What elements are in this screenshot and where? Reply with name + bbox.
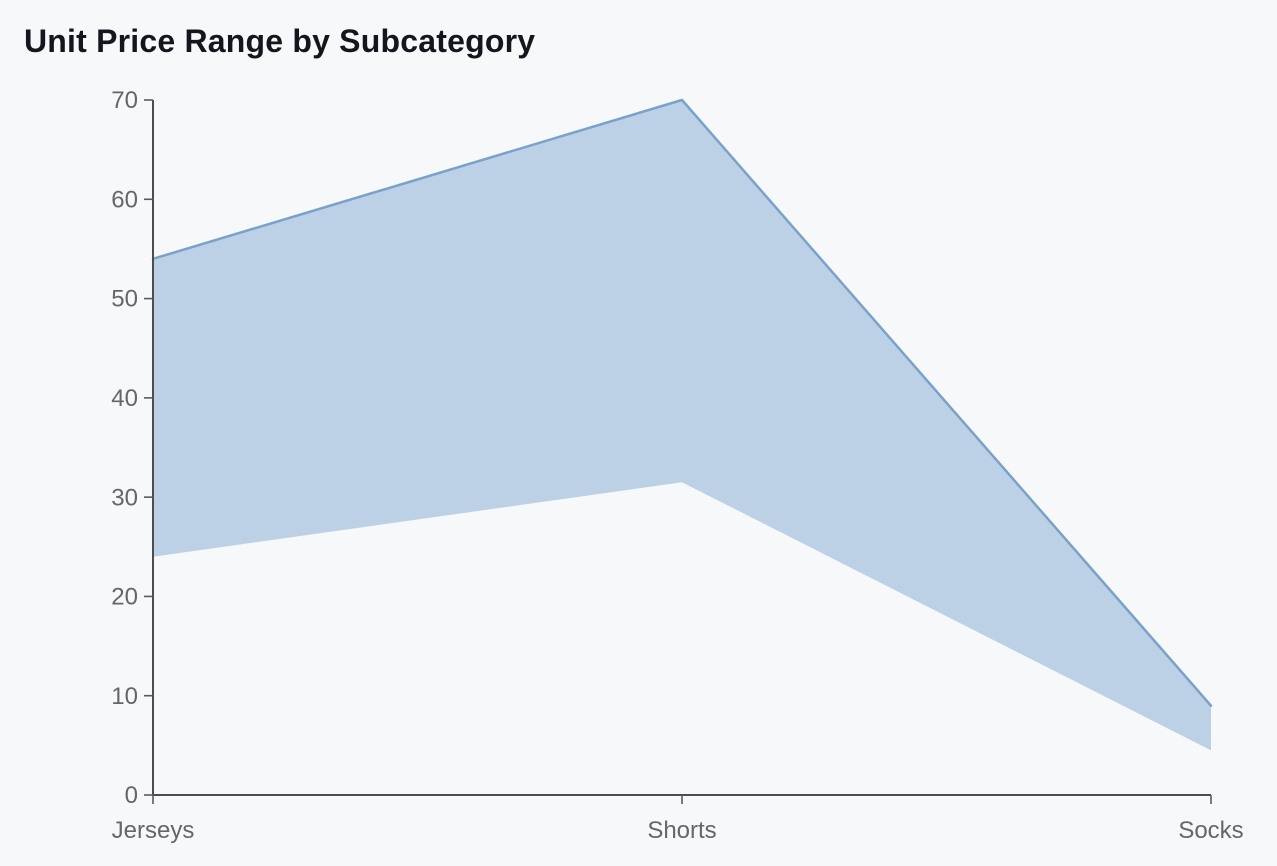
y-tick-label: 0	[125, 782, 138, 809]
y-tick-label: 10	[111, 683, 138, 710]
x-tick-label: Jerseys	[112, 817, 195, 844]
high-series-line	[151, 98, 1213, 707]
x-tick-label: Shorts	[647, 817, 716, 844]
range-band-area	[153, 100, 1211, 751]
y-tick-label: 50	[111, 286, 138, 313]
y-tick-label: 30	[111, 484, 138, 511]
x-tick-label: Socks	[1178, 817, 1243, 844]
x-axis: Jerseys Shorts Socks	[112, 794, 1244, 844]
plot-area: 0 10 20 30 40 50 60 70 Jerseys Shorts Socks	[111, 87, 1243, 844]
range-band-series	[151, 98, 1213, 751]
chart-title: Unit Price Range by Subcategory	[24, 23, 536, 59]
y-tick-label: 20	[111, 584, 138, 611]
y-tick-label: 70	[111, 87, 138, 114]
y-tick-label: 40	[111, 385, 138, 412]
y-axis: 0 10 20 30 40 50 60 70	[111, 87, 154, 809]
y-tick-label: 60	[111, 186, 138, 213]
